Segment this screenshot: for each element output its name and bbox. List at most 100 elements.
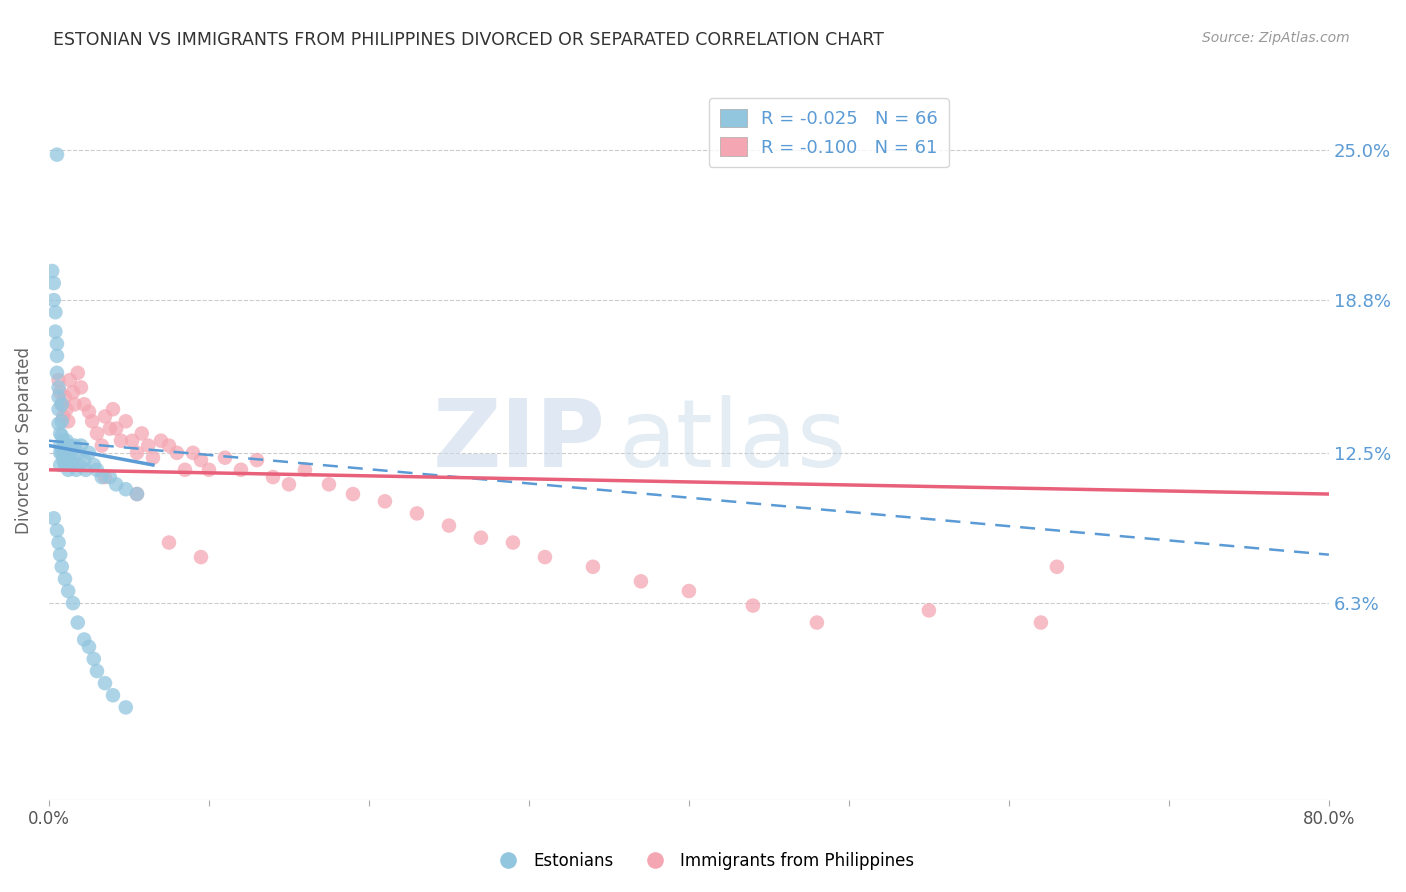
Point bbox=[46, 336, 69, 351]
Point bbox=[101, 688, 124, 702]
Y-axis label: Divorced or Separated: Divorced or Separated bbox=[15, 347, 32, 534]
Text: Source: ZipAtlas.com: Source: ZipAtlas.com bbox=[1202, 31, 1350, 45]
Point bbox=[55, 453, 77, 467]
Point bbox=[77, 640, 100, 654]
Point bbox=[630, 574, 652, 589]
Point bbox=[90, 470, 112, 484]
Point bbox=[66, 366, 89, 380]
Point bbox=[56, 414, 79, 428]
Point bbox=[342, 487, 364, 501]
Point bbox=[105, 421, 128, 435]
Point bbox=[678, 584, 700, 599]
Point bbox=[63, 397, 86, 411]
Point bbox=[157, 439, 180, 453]
Point bbox=[125, 487, 148, 501]
Text: ESTONIAN VS IMMIGRANTS FROM PHILIPPINES DIVORCED OR SEPARATED CORRELATION CHART: ESTONIAN VS IMMIGRANTS FROM PHILIPPINES … bbox=[53, 31, 884, 49]
Point bbox=[90, 439, 112, 453]
Point bbox=[73, 453, 96, 467]
Point bbox=[55, 402, 77, 417]
Point bbox=[62, 458, 84, 472]
Point bbox=[86, 463, 108, 477]
Point bbox=[114, 700, 136, 714]
Point bbox=[49, 439, 72, 453]
Point bbox=[806, 615, 828, 630]
Point bbox=[114, 482, 136, 496]
Point bbox=[42, 276, 65, 290]
Point bbox=[59, 439, 82, 453]
Point bbox=[42, 511, 65, 525]
Point bbox=[53, 572, 76, 586]
Point bbox=[190, 550, 212, 565]
Point bbox=[56, 446, 79, 460]
Point bbox=[83, 652, 105, 666]
Point bbox=[51, 446, 73, 460]
Point bbox=[51, 414, 73, 428]
Point bbox=[82, 414, 104, 428]
Point bbox=[125, 446, 148, 460]
Text: atlas: atlas bbox=[619, 395, 846, 487]
Point bbox=[48, 390, 70, 404]
Legend: Estonians, Immigrants from Philippines: Estonians, Immigrants from Philippines bbox=[485, 846, 921, 877]
Point bbox=[65, 463, 87, 477]
Point bbox=[582, 559, 605, 574]
Point bbox=[52, 453, 75, 467]
Point bbox=[86, 426, 108, 441]
Point bbox=[51, 559, 73, 574]
Point bbox=[46, 524, 69, 538]
Point bbox=[67, 458, 90, 472]
Point bbox=[52, 409, 75, 424]
Point bbox=[121, 434, 143, 448]
Point bbox=[229, 463, 252, 477]
Point bbox=[44, 305, 66, 319]
Point bbox=[136, 439, 159, 453]
Point bbox=[125, 487, 148, 501]
Point bbox=[437, 518, 460, 533]
Point bbox=[77, 404, 100, 418]
Point bbox=[70, 380, 93, 394]
Point bbox=[142, 450, 165, 465]
Point bbox=[77, 446, 100, 460]
Point bbox=[42, 293, 65, 307]
Point bbox=[44, 325, 66, 339]
Text: ZIP: ZIP bbox=[433, 395, 606, 487]
Point bbox=[49, 385, 72, 400]
Point bbox=[48, 373, 70, 387]
Point bbox=[63, 439, 86, 453]
Point bbox=[73, 632, 96, 647]
Point bbox=[157, 535, 180, 549]
Point bbox=[114, 414, 136, 428]
Point bbox=[318, 477, 340, 491]
Point bbox=[190, 453, 212, 467]
Point bbox=[101, 402, 124, 417]
Point bbox=[51, 397, 73, 411]
Point bbox=[53, 390, 76, 404]
Point bbox=[94, 676, 117, 690]
Point bbox=[98, 470, 121, 484]
Point bbox=[51, 397, 73, 411]
Point bbox=[110, 434, 132, 448]
Point bbox=[66, 446, 89, 460]
Point bbox=[60, 446, 83, 460]
Point bbox=[62, 596, 84, 610]
Point bbox=[62, 385, 84, 400]
Point bbox=[166, 446, 188, 460]
Point bbox=[105, 477, 128, 491]
Point bbox=[59, 373, 82, 387]
Point bbox=[49, 458, 72, 472]
Point bbox=[48, 380, 70, 394]
Point bbox=[55, 434, 77, 448]
Point bbox=[149, 434, 172, 448]
Point bbox=[742, 599, 765, 613]
Point bbox=[262, 470, 284, 484]
Point bbox=[48, 535, 70, 549]
Point bbox=[98, 421, 121, 435]
Point bbox=[1029, 615, 1052, 630]
Point bbox=[53, 446, 76, 460]
Point bbox=[46, 366, 69, 380]
Point bbox=[73, 397, 96, 411]
Point bbox=[374, 494, 396, 508]
Point bbox=[48, 417, 70, 431]
Point bbox=[198, 463, 221, 477]
Point bbox=[66, 615, 89, 630]
Point bbox=[51, 429, 73, 443]
